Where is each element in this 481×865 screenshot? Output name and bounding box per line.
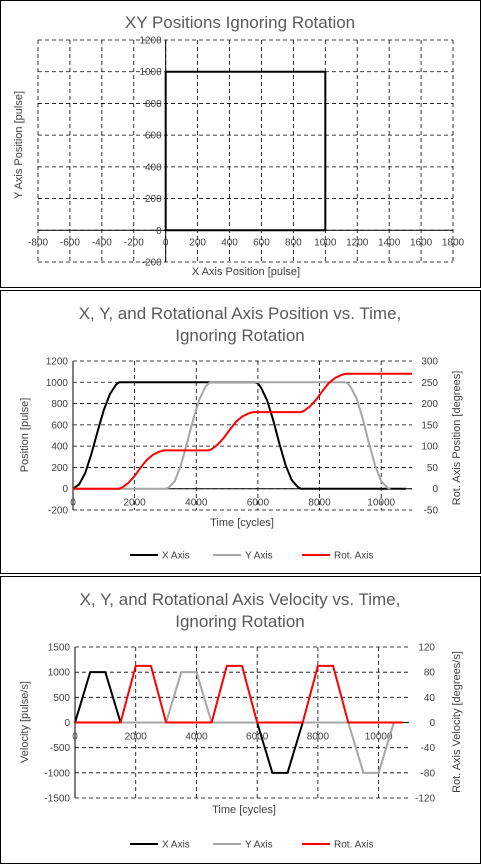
x-tick-label: 2000	[124, 498, 147, 509]
x-tick-label: 6000	[247, 498, 270, 509]
x-tick-label: 8000	[308, 498, 331, 509]
y2-axis-label: Rot. Axis Position [degrees]	[451, 371, 463, 506]
legend-label-rot-axis: Rot. Axis	[334, 840, 373, 851]
x-axis-label: Time [cycles]	[212, 804, 276, 816]
y-tick-label: 1200	[139, 36, 162, 47]
chart-title: X, Y, and Rotational Axis Position vs. T…	[79, 304, 402, 345]
legend-label-x-axis: X Axis	[162, 840, 190, 851]
y-tick-label: -200	[142, 258, 162, 269]
y-axis-series-line	[73, 381, 391, 490]
x-tick-label: 4000	[185, 498, 208, 509]
x-tick-label: 1800	[442, 237, 465, 248]
x-tick-label: -200	[124, 237, 144, 248]
y-tick-label: 0	[156, 226, 162, 237]
chart-title: X, Y, and Rotational Axis Velocity vs. T…	[80, 590, 401, 631]
y-tick-label: 1500	[48, 643, 71, 654]
legend: X Axis Y Axis Rot. Axis	[130, 551, 373, 562]
y-tick-label: 800	[145, 99, 162, 110]
x-tick-label: 400	[221, 237, 238, 248]
y2-tick-label: 120	[418, 643, 435, 654]
chart-border	[0, 576, 481, 864]
velocity-vs-time-chart: X, Y, and Rotational Axis Velocity vs. T…	[0, 576, 481, 864]
x-tick-label: 1000	[314, 237, 337, 248]
y2-tick-label: 0	[432, 484, 438, 495]
x-tick-label: -800	[28, 237, 48, 248]
y-tick-label: -1000	[44, 768, 70, 779]
y2-tick-label: 0	[429, 718, 435, 729]
y2-tick-label: 80	[424, 668, 436, 679]
y2-tick-label: 300	[421, 357, 438, 368]
y-tick-label: 1200	[46, 357, 69, 368]
x-tick-label: 2000	[125, 732, 148, 743]
legend-label-rot-axis: Rot. Axis	[334, 551, 373, 562]
y2-tick-label: -80	[421, 768, 436, 779]
y-tick-label: 800	[51, 399, 68, 410]
x-tick-label: 6000	[246, 732, 269, 743]
x-tick-label: 0	[163, 237, 169, 248]
chart-title: XY Positions Ignoring Rotation	[125, 13, 355, 32]
rot-axis-series-line	[75, 664, 403, 724]
x-tick-label: 10000	[365, 732, 393, 743]
y-axis-label: Velocity [pulse/s]	[19, 681, 31, 763]
y2-tick-label: 50	[427, 463, 439, 474]
y-tick-label: -500	[50, 743, 70, 754]
y-axis-label: Position [pulse]	[19, 398, 31, 473]
x-tick-label: 800	[285, 237, 302, 248]
chart-border	[0, 290, 481, 574]
y2-axis-label: Rot. Axis Velocity [degrees/s]	[451, 651, 463, 793]
y2-tick-label: 150	[421, 420, 438, 431]
x-tick-label: 1400	[378, 237, 401, 248]
y-tick-label: 600	[145, 131, 162, 142]
y2-tick-label: 40	[424, 693, 436, 704]
x-tick-label: 600	[253, 237, 270, 248]
y-tick-label: 400	[51, 442, 68, 453]
y2-tick-label: -50	[424, 506, 439, 517]
chart-border	[0, 0, 481, 288]
y-tick-label: 1000	[46, 378, 69, 389]
position-vs-time-chart: X, Y, and Rotational Axis Position vs. T…	[0, 290, 481, 574]
y-tick-label: 0	[62, 484, 68, 495]
y-tick-label: 0	[64, 718, 70, 729]
x-tick-label: 1600	[410, 237, 433, 248]
y2-tick-label: -120	[415, 794, 435, 805]
y-tick-label: 500	[53, 693, 70, 704]
y-tick-label: 200	[51, 463, 68, 474]
x-tick-label: 0	[72, 732, 78, 743]
y-tick-label: -1500	[44, 794, 70, 805]
legend-label-y-axis: Y Axis	[245, 551, 273, 562]
legend-label-x-axis: X Axis	[162, 551, 190, 562]
y-tick-label: -200	[48, 506, 68, 517]
y2-tick-label: 200	[421, 399, 438, 410]
series-line	[164, 70, 327, 232]
x-tick-label: 0	[70, 498, 76, 509]
xy-position-chart: XY Positions Ignoring Rotation -800 -600 -…	[0, 0, 481, 288]
legend: X Axis Y Axis Rot. Axis	[130, 840, 373, 851]
x-tick-label: -400	[92, 237, 112, 248]
y2-tick-label: 100	[421, 442, 438, 453]
x-axis-label: X Axis Position [pulse]	[192, 266, 300, 278]
y-axis-label: Y Axis Position [pulse]	[13, 91, 25, 199]
rot-axis-series-line	[73, 372, 412, 490]
y-tick-label: 400	[145, 162, 162, 173]
x-tick-label: 1200	[346, 237, 369, 248]
x-tick-label: 200	[189, 237, 206, 248]
x-tick-label: 4000	[185, 732, 208, 743]
x-axis-label: Time [cycles]	[210, 517, 274, 529]
y2-tick-label: 250	[421, 378, 438, 389]
y2-tick-label: -40	[421, 743, 436, 754]
x-tick-label: -600	[60, 237, 80, 248]
y-tick-label: 600	[51, 420, 68, 431]
y-tick-label: 1000	[48, 668, 71, 679]
x-tick-label: 8000	[307, 732, 330, 743]
x-tick-label: 10000	[367, 498, 395, 509]
y-tick-label: 200	[145, 194, 162, 205]
y-tick-label: 1000	[139, 67, 162, 78]
legend-label-y-axis: Y Axis	[245, 840, 273, 851]
